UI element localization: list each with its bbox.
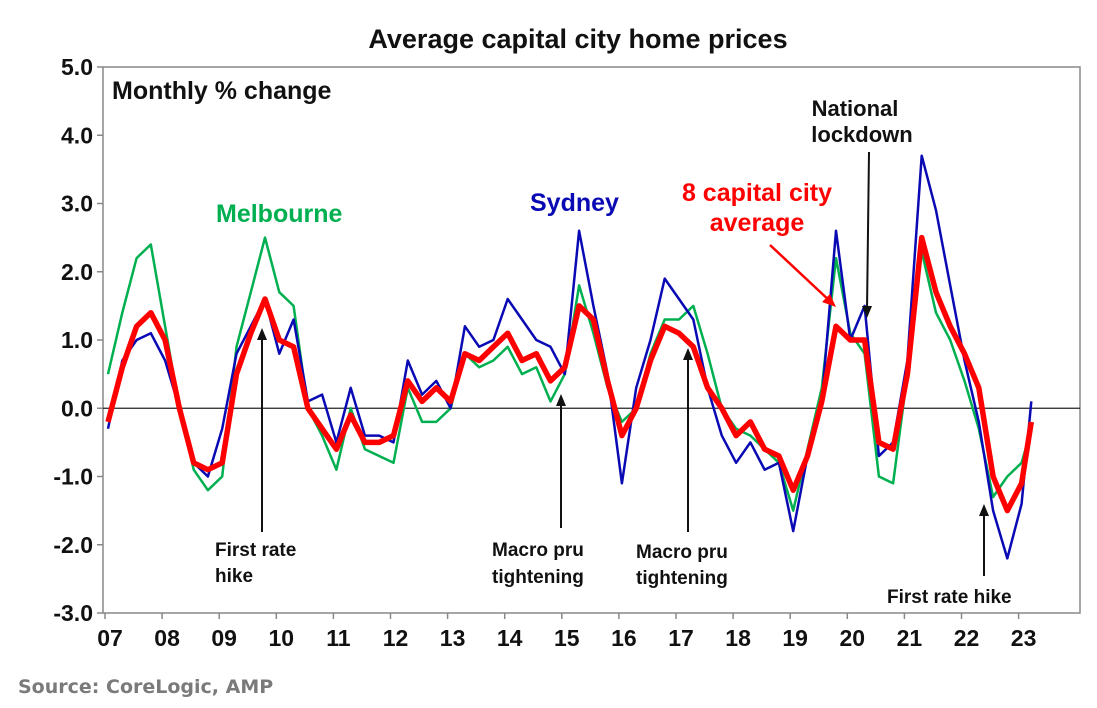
series-label-average-line1: 8 capital city: [682, 179, 832, 207]
annotation-national-lockdown-1: National: [812, 96, 899, 121]
y-tick-label: -1.0: [53, 464, 93, 490]
average-pointer-arrow: [769, 244, 833, 304]
annotation-first-rate-hike-2022: First rate hike: [887, 587, 1012, 608]
x-tick-label: 19: [782, 625, 808, 651]
x-tick-label: 08: [154, 625, 180, 651]
annotation-macro-pru-2014-1: Macro pru: [492, 540, 584, 561]
y-tick-label: 1.0: [61, 327, 93, 353]
macro-pru-2017-arrowhead: [683, 348, 693, 360]
lockdown-arrowhead: [862, 306, 872, 318]
y-tick-label: 5.0: [61, 54, 93, 80]
x-tick-label: 07: [97, 625, 123, 651]
x-tick-label: 15: [554, 625, 580, 651]
series-label-melbourne: Melbourne: [216, 200, 342, 228]
x-tick-label: 09: [211, 625, 237, 651]
x-tick-label: 11: [326, 625, 351, 651]
macro-pru-2014-arrowhead: [556, 394, 566, 406]
y-tick-label: -3.0: [53, 600, 93, 626]
annotation-first-rate-hike-2009-2: hike: [215, 566, 253, 587]
x-tick-label: 12: [383, 625, 409, 651]
chart-title: Average capital city home prices: [368, 24, 787, 54]
annotation-macro-pru-2017-2: tightening: [636, 568, 728, 589]
annotation-first-rate-hike-2009-1: First rate: [215, 540, 296, 561]
x-tick-label: 10: [269, 625, 295, 651]
y-tick-label: 4.0: [61, 122, 93, 148]
average-pointer-arrowhead: [822, 294, 836, 307]
lockdown-arrow: [866, 151, 870, 311]
annotation-macro-pru-2014-2: tightening: [492, 567, 584, 588]
series-line-8-capital-city-average: [105, 234, 1035, 514]
x-tick-label: 13: [440, 625, 466, 651]
x-tick-label: 17: [668, 625, 694, 651]
y-tick-label: -2.0: [53, 532, 93, 558]
rate-hike-2022-arrowhead: [979, 504, 989, 516]
series-label-average-line2: average: [710, 209, 805, 237]
x-tick-label: 14: [497, 625, 523, 651]
y-tick-label: 2.0: [61, 259, 93, 285]
rate-hike-2009-arrowhead: [257, 328, 267, 340]
series-line-melbourne: [106, 236, 1033, 512]
y-axis-label: Monthly % change: [112, 77, 332, 105]
series-label-sydney: Sydney: [530, 189, 619, 217]
x-tick-label: 20: [840, 625, 866, 651]
annotation-macro-pru-2017-1: Macro pru: [636, 542, 728, 563]
x-tick-label: 21: [897, 625, 923, 651]
source-note: Source: CoreLogic, AMP: [18, 676, 274, 698]
x-tick-label: 16: [611, 625, 637, 651]
x-tick-label: 23: [1011, 625, 1037, 651]
x-tick-label: 22: [954, 625, 980, 651]
y-tick-label: 3.0: [61, 191, 93, 217]
annotation-national-lockdown-2: lockdown: [811, 122, 912, 147]
x-tick-label: 18: [725, 625, 751, 651]
y-tick-label: 0.0: [61, 395, 93, 421]
